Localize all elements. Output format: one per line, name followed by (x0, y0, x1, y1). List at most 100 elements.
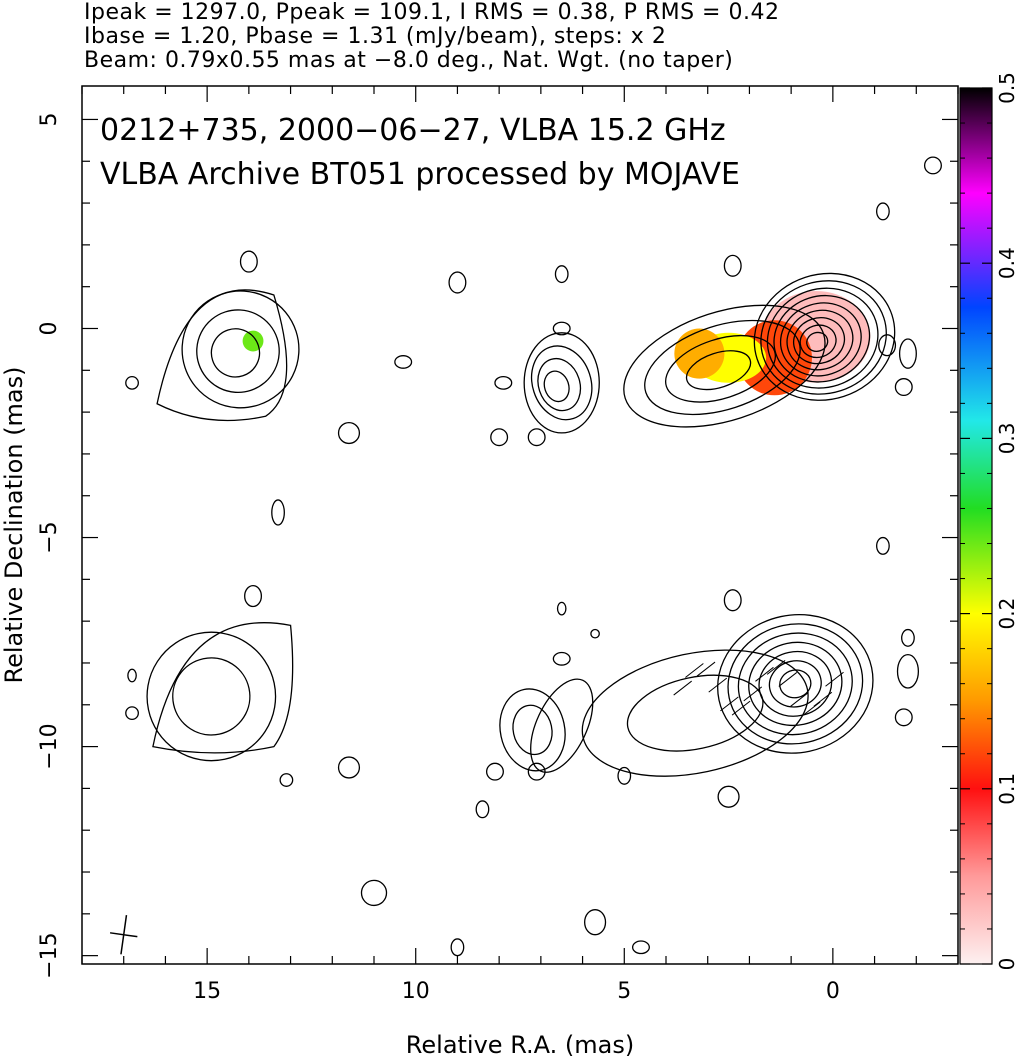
noise-contour (127, 668, 137, 683)
noise-contour (448, 271, 467, 294)
colorbar-tick-label: 0.2 (995, 598, 1019, 630)
noise-contour (360, 879, 388, 907)
noise-contour (394, 355, 413, 369)
noise-contour (552, 321, 571, 336)
polarized-contour (172, 657, 251, 736)
noise-contour (485, 762, 504, 781)
noise-contour (279, 773, 294, 787)
y-tick-label: −15 (37, 932, 62, 978)
noise-contour (527, 428, 546, 447)
intensity-contour (799, 324, 837, 359)
intensity-contour (537, 357, 582, 412)
intensity-contour (685, 350, 752, 391)
header-line-2: Ibase = 1.20, Pbase = 1.31 (mJy/beam), s… (84, 24, 667, 49)
y-tick-label: 5 (37, 112, 62, 126)
evpa-vector (813, 691, 833, 707)
noise-contour (244, 584, 263, 608)
polarized-contour (768, 660, 822, 708)
evpa-vector (673, 680, 692, 696)
x-axis-label: Relative R.A. (mas) (406, 1031, 634, 1059)
polarization-patch (674, 328, 725, 379)
knot-outer-contour (523, 332, 600, 434)
polarized-contour (779, 669, 812, 699)
evpa-vector (743, 686, 763, 702)
polarized-contour (581, 649, 809, 777)
colorbar-tick-label: 0.3 (995, 422, 1019, 454)
axis-tick-labels: 15 10 5 0 5 0 −5 −10 −15 (37, 112, 840, 1004)
intensity-contour (664, 335, 777, 403)
noise-contour (631, 940, 650, 955)
noise-contour (898, 338, 917, 369)
noise-contour (556, 601, 567, 616)
y-tick-label: 0 (37, 321, 62, 335)
diffuse-east-contour (156, 289, 288, 422)
evpa-vector (708, 677, 728, 693)
intensity-contour (786, 309, 854, 371)
knot-lower-contour (530, 678, 594, 773)
intensity-contour (779, 302, 862, 377)
noise-contour (923, 156, 942, 175)
colorbar-tick-label: 0.4 (995, 247, 1019, 279)
y-tick-label: −5 (37, 521, 62, 553)
evpa-vector (755, 666, 774, 682)
polarized-contour (717, 613, 874, 754)
evpa-vector (778, 672, 798, 687)
noise-contour (450, 938, 465, 957)
noise-contour (125, 706, 139, 721)
colorbar-tick-label: 0 (995, 958, 1019, 971)
intensity-contour (210, 328, 261, 378)
intensity-contour (543, 370, 570, 403)
evpa-vector (731, 700, 751, 716)
noise-contour (876, 202, 890, 221)
noise-contour (876, 536, 890, 555)
noise-contour (490, 428, 509, 447)
noise-contour (125, 375, 139, 390)
intensity-contour (760, 280, 887, 395)
colorbar-tick-label: 0.1 (995, 773, 1019, 805)
polarization-patch (242, 330, 264, 352)
intensity-contour (196, 309, 280, 394)
axis-ticks (81, 86, 959, 964)
colorbar (959, 87, 993, 965)
beam-cross (109, 915, 138, 955)
noise-contour (494, 375, 513, 390)
y-axis-label: Relative Declination (mas) (0, 366, 28, 683)
polarized-contour (727, 623, 864, 745)
x-tick-label: 0 (826, 979, 840, 1004)
noise-contour (894, 708, 913, 727)
polarized-contour (499, 688, 566, 772)
polarized-contour (758, 650, 833, 717)
evpa-vector (720, 696, 739, 712)
chart-title-line-1: 0212+735, 2000−06−27, VLBA 15.2 GHz (100, 113, 726, 148)
noise-contour (239, 250, 258, 273)
evpa-vector (696, 661, 716, 677)
x-tick-label: 15 (193, 979, 221, 1004)
evpa-vector (825, 671, 844, 687)
noise-contour (896, 653, 920, 689)
x-tick-label: 5 (617, 979, 631, 1004)
noise-contour (590, 628, 600, 639)
lower-panel-contours (146, 613, 874, 777)
noise-contour (723, 254, 742, 277)
plot-frame (81, 85, 959, 965)
noise-contour (337, 756, 361, 779)
intensity-contour (181, 290, 300, 409)
intensity-contours (181, 272, 896, 428)
noise-contour (475, 800, 490, 819)
x-tick-label: 10 (402, 979, 430, 1004)
intensity-contour (766, 287, 879, 389)
evpa-vector (790, 692, 809, 707)
noise-contour (554, 265, 569, 284)
intensity-contour (806, 331, 829, 353)
noise-contour (552, 651, 571, 666)
polarized-contour (737, 632, 853, 736)
polarized-contour (626, 674, 764, 752)
colorbar-tick-label: 0.5 (995, 72, 1019, 104)
noise-contour (337, 421, 361, 445)
noise-contour (584, 909, 607, 936)
noise-contour (617, 766, 632, 785)
noise-contour (271, 499, 285, 526)
header-line-1: Ipeak = 1297.0, Ppeak = 109.1, I RMS = 0… (84, 0, 780, 25)
noise-contour (894, 378, 913, 397)
